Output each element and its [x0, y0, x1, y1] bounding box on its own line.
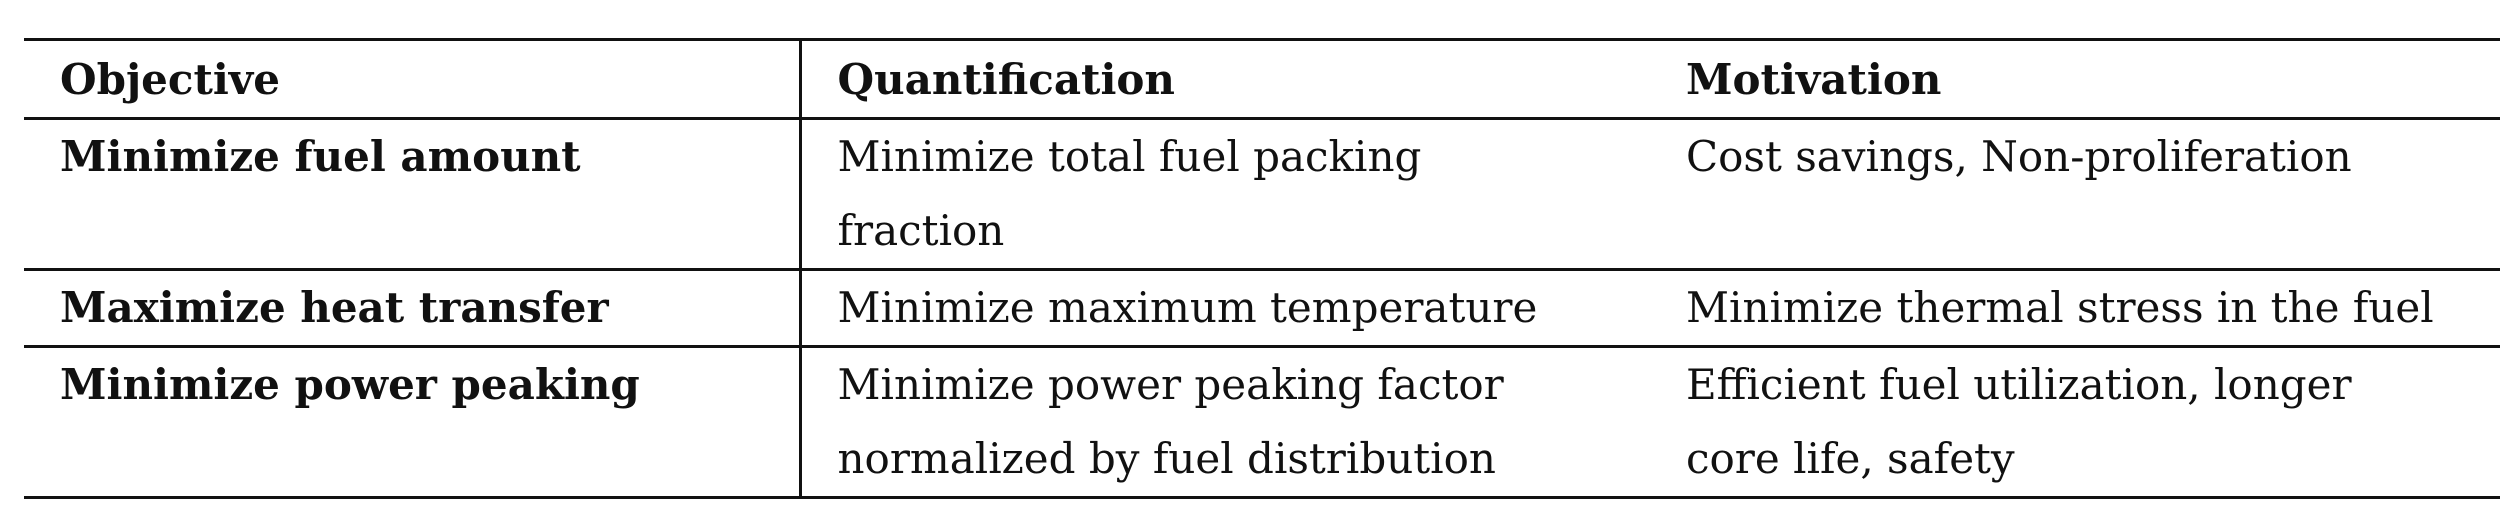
objectives-table: Objective Quantification Motivation Mini…: [24, 38, 2500, 499]
quantification-cell: Minimize maximum temperature: [798, 269, 1650, 347]
motivation-line-2: core life, safety: [1686, 434, 2015, 483]
motivation-cell: Minimize thermal stress in the fuel: [1650, 270, 2500, 347]
quantification-line-2: normalized by fuel distribution: [837, 434, 1496, 483]
header-motivation: Motivation: [1686, 55, 1942, 104]
motivation-line-1: Efficient fuel utilization, longer: [1686, 360, 2352, 409]
quantification-line-1: Minimize maximum temperature: [837, 283, 1538, 332]
quantification-cell: Minimize power peaking factor normalized…: [798, 346, 1650, 498]
table-row: Maximize heat transfer Minimize maximum …: [24, 269, 2500, 347]
motivation-line-1: Cost savings, Non-proliferation: [1686, 132, 2352, 181]
table-header: Objective Quantification Motivation: [24, 39, 2500, 119]
quantification-line-1: Minimize power peaking factor: [837, 360, 1504, 409]
header-objective: Objective: [60, 55, 280, 104]
motivation-cell: Efficient fuel utilization, longer core …: [1650, 347, 2500, 498]
objective-cell: Minimize power peaking: [60, 360, 640, 409]
quantification-line-1: Minimize total fuel packing: [837, 132, 1422, 181]
quantification-cell: Minimize total fuel packing fraction: [798, 118, 1650, 270]
header-quantification: Quantification: [798, 39, 1650, 119]
table-body: Minimize fuel amount Minimize total fuel…: [24, 118, 2500, 498]
objective-cell: Minimize fuel amount: [60, 132, 581, 181]
table-row: Minimize fuel amount Minimize total fuel…: [24, 118, 2500, 270]
objective-cell: Maximize heat transfer: [60, 283, 609, 332]
quantification-line-2: fraction: [837, 206, 1005, 255]
motivation-line-1: Minimize thermal stress in the fuel: [1686, 283, 2434, 332]
header-row: Objective Quantification Motivation: [24, 39, 2500, 119]
table-row: Minimize power peaking Minimize power pe…: [24, 346, 2500, 498]
motivation-cell: Cost savings, Non-proliferation: [1650, 119, 2500, 270]
objectives-table-container: Objective Quantification Motivation Mini…: [24, 38, 2500, 499]
